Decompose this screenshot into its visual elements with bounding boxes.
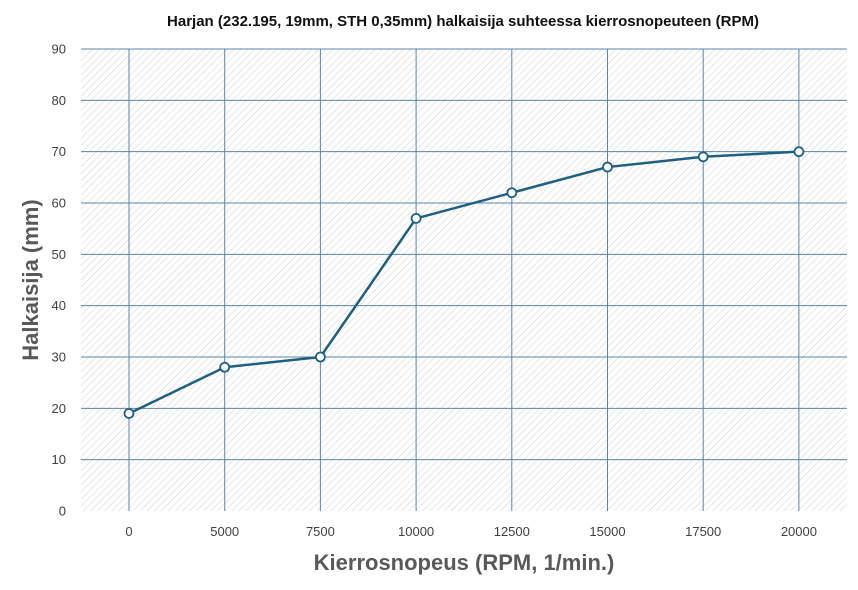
chart-title: Harjan (232.195, 19mm, STH 0,35mm) halka… bbox=[167, 13, 759, 30]
y-tick-label: 60 bbox=[52, 196, 66, 211]
y-tick-label: 70 bbox=[52, 144, 66, 159]
plot-area bbox=[81, 49, 847, 511]
y-tick-label: 10 bbox=[52, 452, 66, 467]
x-axis-ticks: 0 5000 7500 10000 12500 15000 17500 20000 bbox=[125, 524, 817, 539]
data-point bbox=[697, 151, 709, 163]
y-tick-label: 30 bbox=[52, 350, 66, 365]
data-point bbox=[123, 408, 135, 419]
y-tick-label: 50 bbox=[52, 247, 66, 262]
series-layer bbox=[123, 146, 805, 419]
x-tick-label: 5000 bbox=[210, 524, 239, 539]
y-axis-ticks: 0 10 20 30 40 50 60 70 80 90 bbox=[52, 42, 66, 519]
series-line bbox=[128, 150, 799, 415]
data-point bbox=[602, 161, 613, 173]
x-tick-label: 15000 bbox=[589, 524, 625, 539]
x-tick-label: 12500 bbox=[494, 524, 530, 539]
y-tick-label: 0 bbox=[59, 504, 66, 519]
y-tick-label: 80 bbox=[52, 93, 66, 108]
x-tick-label: 17500 bbox=[685, 524, 721, 539]
x-tick-label: 20000 bbox=[781, 524, 817, 539]
grid-lines bbox=[81, 48, 847, 511]
data-point bbox=[506, 187, 518, 199]
y-tick-label: 20 bbox=[52, 401, 66, 416]
y-tick-label: 90 bbox=[52, 42, 66, 57]
x-tick-label: 7500 bbox=[306, 524, 335, 539]
data-point bbox=[219, 361, 231, 373]
y-axis-title: Halkaisija (mm) bbox=[18, 199, 43, 360]
data-point bbox=[314, 351, 326, 363]
x-axis-title: Kierrosnopeus (RPM, 1/min.) bbox=[314, 550, 615, 575]
x-tick-label: 10000 bbox=[398, 524, 434, 539]
y-tick-label: 40 bbox=[52, 298, 66, 313]
data-point bbox=[410, 212, 422, 224]
data-point bbox=[793, 146, 805, 158]
x-tick-label: 0 bbox=[125, 524, 132, 539]
